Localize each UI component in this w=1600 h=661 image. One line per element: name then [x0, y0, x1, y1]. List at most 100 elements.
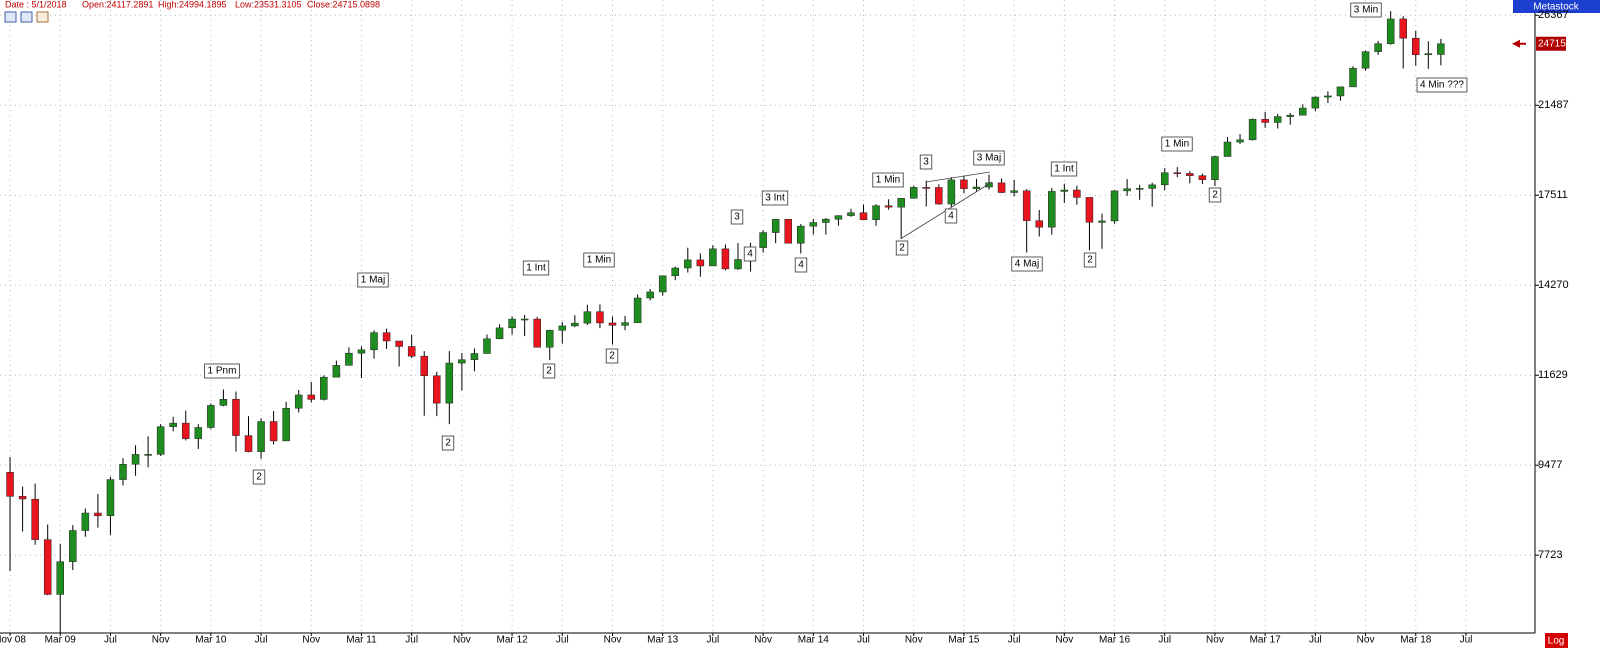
candle-body — [433, 375, 441, 404]
annotation: 1 Int — [1054, 164, 1074, 175]
candle-body — [257, 421, 265, 452]
icon[interactable] — [20, 11, 33, 23]
annotation: 4 — [747, 249, 753, 260]
info-text: Date : 5/1/2018 — [5, 0, 67, 9]
candle-body — [734, 259, 742, 270]
candle-body — [909, 187, 918, 199]
annotation: 3 Int — [765, 193, 785, 204]
candle-body — [470, 353, 479, 360]
candle-body — [834, 215, 843, 220]
x-tick-label: Jul — [255, 635, 268, 646]
candle-body — [495, 327, 504, 340]
icon[interactable] — [36, 11, 49, 23]
price-tag: 24715 — [1538, 38, 1566, 49]
candle-body — [809, 222, 818, 227]
info-text: Open:24117.2891 — [82, 0, 153, 9]
candle-body — [207, 405, 215, 428]
candle-body — [1060, 189, 1069, 192]
candle-body — [721, 248, 730, 270]
candle-body — [997, 182, 1006, 193]
annotation-box — [1011, 256, 1043, 272]
candle-body — [144, 454, 152, 456]
log-label[interactable]: Log — [1548, 636, 1565, 647]
candle-body — [671, 267, 679, 277]
candle-body — [1299, 107, 1307, 116]
x-tick-label: Jul — [556, 635, 569, 646]
candle-body — [269, 421, 278, 442]
annotation: 4 — [948, 211, 954, 222]
x-tick-label: Jul — [707, 635, 720, 646]
candle-body — [1098, 220, 1106, 223]
candles — [6, 11, 1445, 633]
price-tag-box — [1536, 36, 1566, 51]
candle-body — [596, 311, 604, 324]
candle-body — [407, 346, 416, 357]
annotation: 1 Int — [526, 263, 546, 274]
annotation: 1 Min — [587, 255, 611, 266]
x-tick-label: Mar 17 — [1250, 635, 1282, 646]
candle-body — [558, 325, 567, 331]
x-tick-label: Jul — [1309, 635, 1322, 646]
y-tick-label: 7723 — [1538, 549, 1562, 561]
candle-body — [947, 179, 956, 205]
candle-body — [1261, 119, 1269, 123]
annotation-box — [973, 150, 1005, 166]
candle-body — [922, 187, 931, 189]
x-tick-label: Nov — [604, 635, 622, 646]
candle-body — [244, 435, 253, 452]
candle-body — [119, 464, 127, 480]
candle-body — [1236, 139, 1244, 143]
candle-body — [458, 359, 466, 364]
annotation-box — [605, 348, 619, 364]
annotation: 1 Maj — [361, 275, 385, 286]
candle-body — [797, 225, 805, 244]
candle-body — [1324, 95, 1332, 98]
candle-body — [56, 561, 64, 595]
annotations: 1 Pnm 2 1 Maj 2 1 Int 2 1 Min 2 3 4 3 Int 4 1 Min 2 3 4… — [204, 2, 1468, 485]
annotation: 4 — [798, 260, 804, 271]
x-tick-label: Jul — [1008, 635, 1021, 646]
candle-body — [81, 512, 90, 531]
candle-body — [960, 179, 968, 189]
annotation-box — [1208, 187, 1222, 203]
annotation: 2 — [609, 351, 615, 362]
info-text: High:24994.1895 — [158, 0, 227, 9]
badge-box — [1513, 0, 1600, 13]
candle-body — [131, 454, 140, 465]
annotation-box — [522, 260, 550, 276]
candle-body — [1211, 156, 1219, 180]
annotation-box — [1161, 136, 1193, 152]
toolbar-icons[interactable] — [4, 11, 49, 23]
candle-body — [1399, 18, 1407, 39]
candle-body — [483, 338, 491, 354]
candle-body — [382, 332, 391, 342]
annotation: 1 Min — [876, 175, 900, 186]
x-tick-label: Nov 08 — [0, 635, 26, 646]
annotation: 4 Min ??? — [1420, 80, 1464, 91]
icon[interactable] — [4, 11, 17, 23]
annotation: 3 — [734, 212, 740, 223]
annotation: 4 Maj — [1015, 259, 1039, 270]
log-box[interactable] — [1545, 633, 1568, 648]
y-tick-label: 17511 — [1538, 189, 1568, 201]
candle-body — [1135, 188, 1144, 190]
x-tick-label: Jul — [104, 635, 117, 646]
candle-body — [232, 399, 240, 436]
x-tick-label: Nov — [1357, 635, 1375, 646]
candle-body — [1123, 188, 1131, 192]
annotation: 1 Min — [1165, 139, 1189, 150]
annotation-box — [872, 172, 904, 188]
annotation-box — [1083, 252, 1097, 268]
candle-body — [194, 427, 203, 439]
annotation: 1 Pnm — [208, 366, 237, 377]
candle-body — [1186, 173, 1194, 176]
price-arrow — [1512, 39, 1526, 48]
candle-body — [219, 399, 228, 406]
annotation: 2 — [445, 438, 451, 449]
annotation: 3 Min — [1354, 5, 1378, 16]
x-tick-label: Mar 15 — [948, 635, 980, 646]
y-tick-label: 9477 — [1538, 459, 1562, 471]
candle-body — [282, 407, 290, 442]
